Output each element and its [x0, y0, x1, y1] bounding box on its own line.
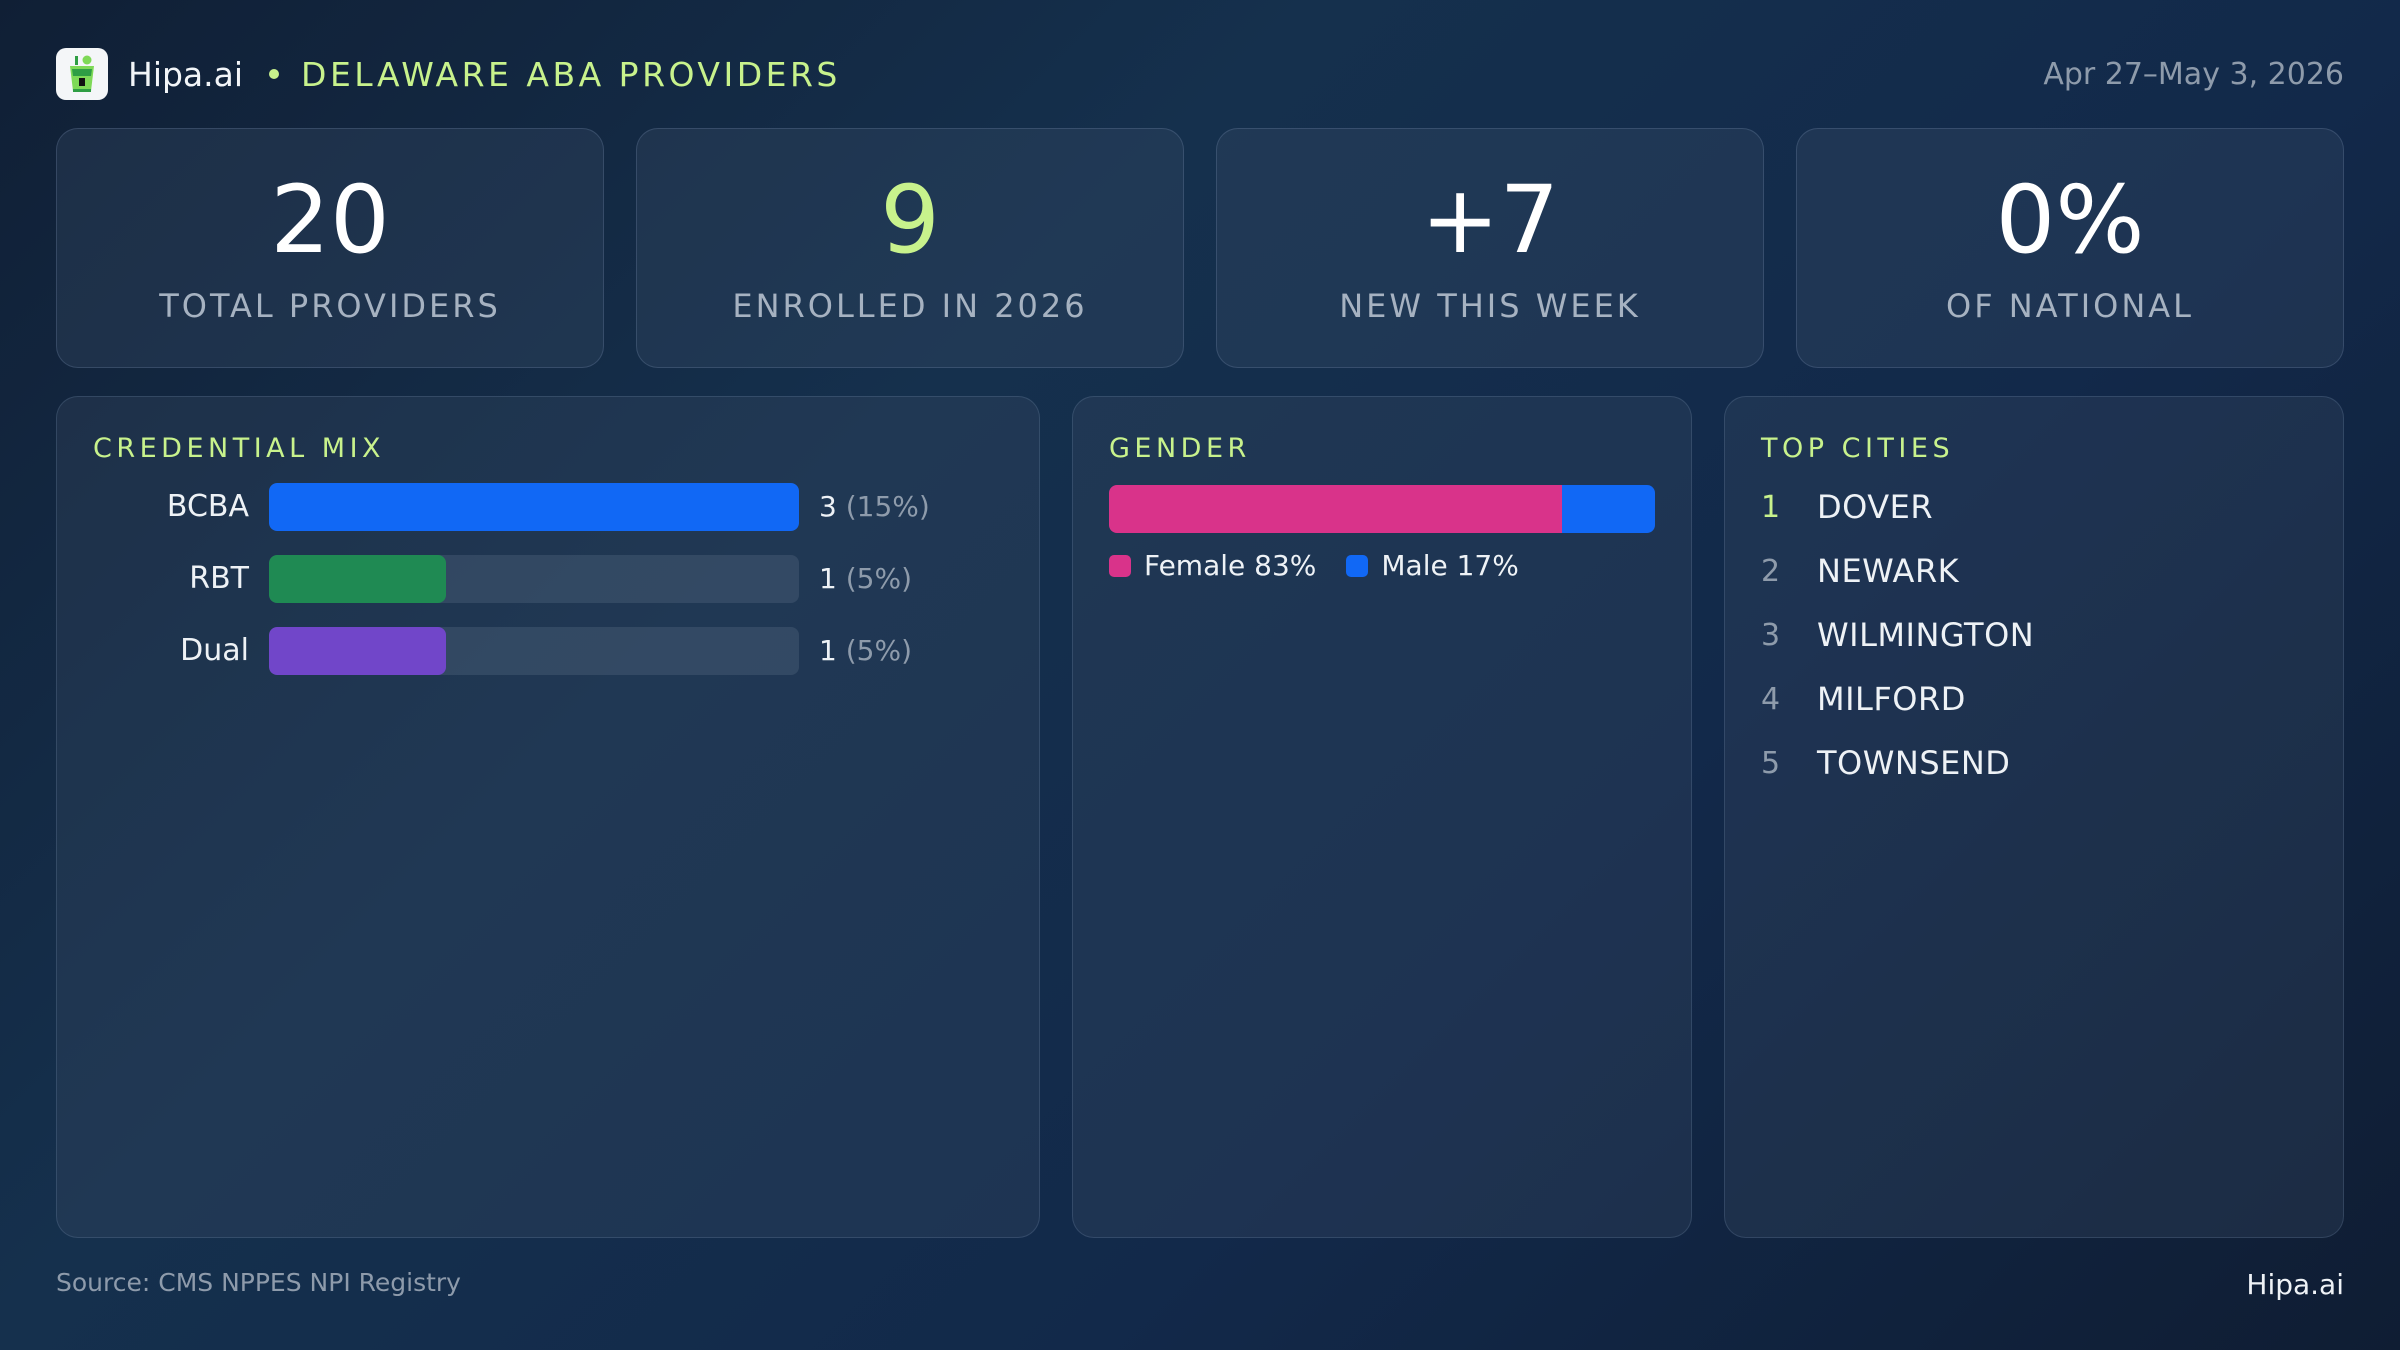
panel-title: TOP CITIES: [1761, 433, 1955, 464]
bar-row-rbt: RBT 1 (5%): [93, 555, 993, 603]
city-list-item: 2 NEWARK: [1761, 543, 1959, 599]
kpi-card-new-this-week: +7 NEW THIS WEEK: [1216, 128, 1764, 368]
bar-label: BCBA: [166, 489, 249, 524]
cocktail-glass-icon: [70, 55, 94, 92]
kpi-value: 0%: [1995, 166, 2145, 275]
gender-legend: Female 83% Male 17%: [1109, 549, 1549, 582]
city-rank: 1: [1761, 489, 1781, 525]
bar-value-label: 3 (15%): [819, 483, 930, 531]
gender-panel: GENDER Female 83% Male 17%: [1072, 396, 1692, 1238]
city-name: DOVER: [1817, 488, 1934, 526]
gender-stacked-bar: [1109, 485, 1655, 533]
city-list-item: 5 TOWNSEND: [1761, 735, 2010, 791]
bar-row-dual: Dual 1 (5%): [93, 627, 993, 675]
bar-track: [269, 627, 799, 675]
city-name: NEWARK: [1817, 552, 1960, 590]
bar-count: 1: [819, 634, 837, 667]
bar-row-bcba: BCBA 3 (15%): [93, 483, 993, 531]
bar-count: 3: [819, 490, 837, 523]
city-rank: 5: [1761, 745, 1781, 781]
city-name: TOWNSEND: [1817, 744, 2011, 782]
bar-label: Dual: [180, 633, 249, 668]
header: Hipa.ai DELAWARE ABA PROVIDERS Apr 27–Ma…: [56, 46, 2344, 102]
city-rank: 4: [1761, 681, 1781, 717]
date-range: Apr 27–May 3, 2026: [2043, 56, 2344, 92]
city-name: WILMINGTON: [1817, 616, 2035, 654]
kpi-row: 20 TOTAL PROVIDERS 9 ENROLLED IN 2026 +7…: [56, 128, 2344, 368]
bar-track: [269, 483, 799, 531]
credential-mix-panel: CREDENTIAL MIX BCBA 3 (15%) RBT 1 (5%) Dual 1…: [56, 396, 1040, 1238]
logo: [56, 48, 108, 100]
legend-swatch: [1109, 554, 1131, 577]
city-list-item: 1 DOVER: [1761, 479, 1933, 535]
footer-brand: Hipa.ai: [2246, 1268, 2344, 1301]
kpi-card-enrolled: 9 ENROLLED IN 2026: [636, 128, 1184, 368]
brand-name: Hipa.ai: [128, 54, 244, 94]
kpi-value: 20: [270, 166, 390, 275]
bar-percent: (15%): [845, 490, 930, 523]
separator-dot: [269, 69, 280, 79]
kpi-value: 9: [880, 166, 940, 275]
city-name: MILFORD: [1817, 680, 1966, 718]
bar: [269, 555, 446, 603]
bar-count: 1: [819, 562, 837, 595]
panel-title: GENDER: [1109, 433, 1251, 464]
bar: [269, 627, 446, 675]
legend-swatch: [1346, 554, 1369, 577]
bar: [269, 483, 799, 531]
kpi-label: NEW THIS WEEK: [1339, 287, 1641, 325]
top-cities-panel: TOP CITIES 1 DOVER 2 NEWARK 3 WILMINGTON 4 MILF…: [1724, 396, 2344, 1238]
bar-value-label: 1 (5%): [819, 555, 912, 603]
panel-title: CREDENTIAL MIX: [93, 433, 386, 464]
legend-item-female: Female 83%: [1109, 549, 1316, 582]
city-rank: 2: [1761, 553, 1781, 589]
gender-segment-male: [1562, 485, 1655, 533]
city-rank: 3: [1761, 617, 1781, 653]
kpi-label: ENROLLED IN 2026: [732, 287, 1088, 325]
kpi-card-total-providers: 20 TOTAL PROVIDERS: [56, 128, 604, 368]
kpi-card-of-national: 0% OF NATIONAL: [1796, 128, 2344, 368]
bar-percent: (5%): [845, 562, 913, 595]
footer-source: Source: CMS NPPES NPI Registry: [56, 1268, 461, 1297]
bar-track: [269, 555, 799, 603]
city-list-item: 3 WILMINGTON: [1761, 607, 2034, 663]
bar-label: RBT: [189, 561, 249, 596]
gender-segment-female: [1109, 485, 1563, 533]
kpi-label: OF NATIONAL: [1946, 287, 2194, 325]
legend-label: Female 83%: [1144, 549, 1317, 582]
bar-value-label: 1 (5%): [819, 627, 912, 675]
kpi-value: +7: [1420, 166, 1560, 275]
kpi-label: TOTAL PROVIDERS: [159, 287, 501, 325]
bar-percent: (5%): [845, 634, 913, 667]
legend-item-male: Male 17%: [1346, 549, 1519, 582]
city-list-item: 4 MILFORD: [1761, 671, 1966, 727]
legend-label: Male 17%: [1381, 549, 1519, 582]
page-title: DELAWARE ABA PROVIDERS: [301, 54, 841, 94]
